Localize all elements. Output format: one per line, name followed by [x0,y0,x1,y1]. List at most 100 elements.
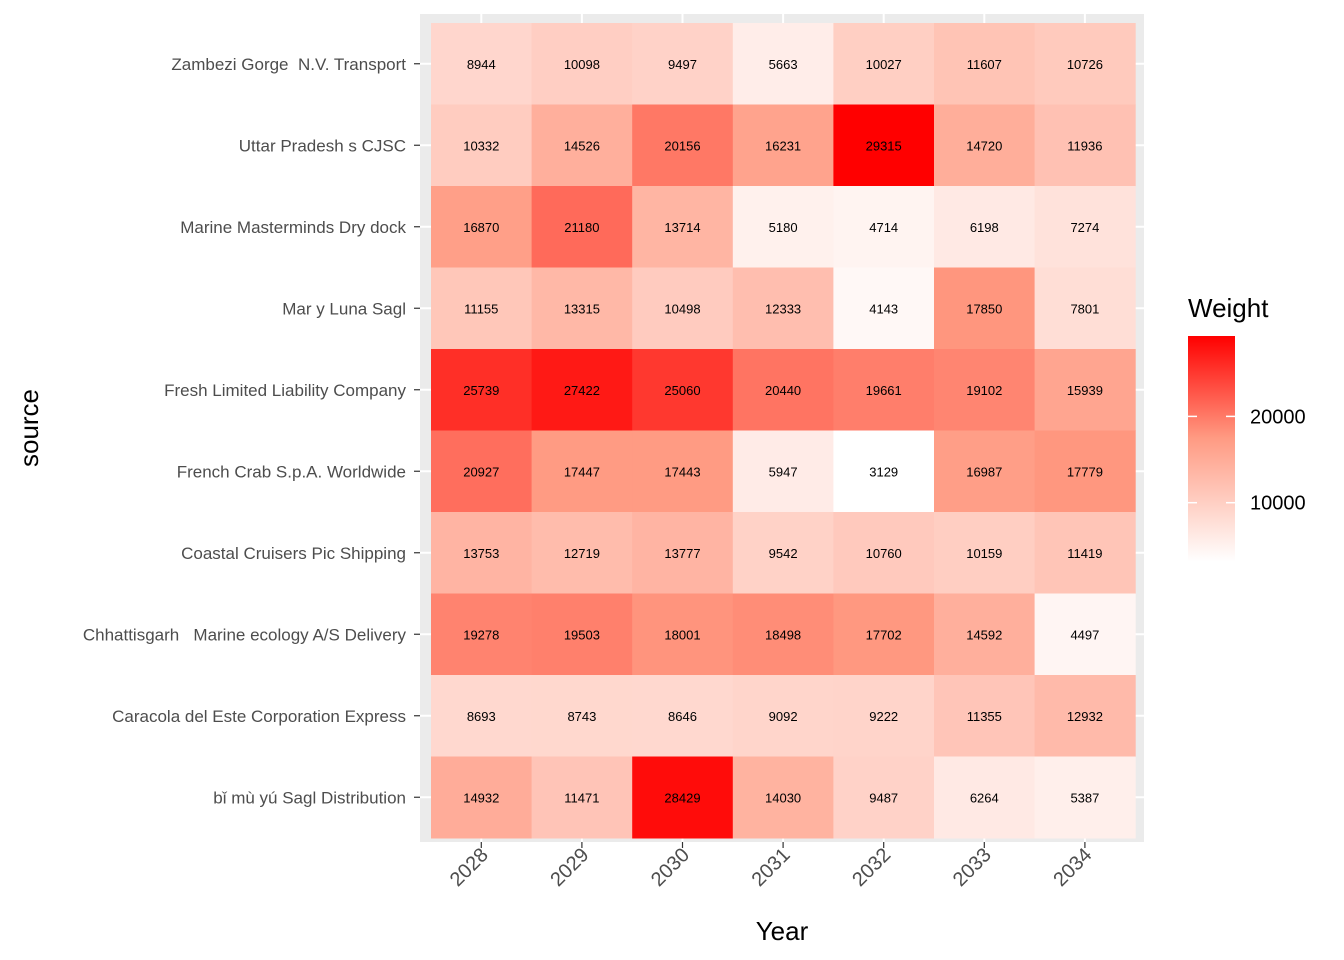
heatmap-cell [531,349,633,431]
cell-value-label: 13714 [664,220,700,235]
heatmap-cell [1034,756,1136,839]
legend-title: Weight [1188,293,1269,323]
cell-value-label: 17702 [866,627,902,642]
cell-value-label: 20156 [664,138,700,153]
heatmap-cell [632,675,734,757]
heatmap-cell [833,104,935,187]
heatmap-cell [632,430,734,513]
heatmap-cell [732,104,834,187]
heatmap-cell [934,23,1036,105]
y-tick-label: Uttar Pradesh s CJSC [239,136,406,155]
cell-value-label: 10726 [1067,57,1103,72]
cell-value-label: 11471 [564,790,599,805]
cell-value-labels: 8944 10098 9497 5663 10027 11607 10726 10332 145… [463,57,1103,806]
cell-value-label: 13777 [664,546,700,561]
heatmap-cell [833,186,935,268]
y-tick-label: French Crab S.p.A. Worldwide [177,462,406,481]
heatmap-cell [632,756,734,839]
legend-tick-label: 10000 [1250,493,1306,515]
heatmap-cell [1034,349,1136,431]
heatmap-cell [732,186,834,268]
x-tick-label: 2032 [848,844,895,891]
cell-value-label: 17779 [1067,464,1103,479]
heatmap-cell [934,756,1036,839]
heatmap-cell [531,430,633,513]
heatmap-cell [531,593,633,676]
cell-value-label: 20440 [765,383,801,398]
legend-ticks: 10000 20000 [1188,406,1306,515]
heatmap-cell [632,512,734,594]
y-tick-label: Caracola del Este Corporation Express [112,707,406,726]
cell-value-label: 25060 [664,383,700,398]
heatmap-cell [732,675,834,757]
heatmap-cell [531,512,633,594]
cell-value-label: 4497 [1070,627,1099,642]
cell-value-label: 9542 [769,546,798,561]
heatmap-cell [431,756,533,839]
cell-value-label: 21180 [564,220,599,235]
y-tick-label: Mar y Luna Sagl [282,299,406,318]
heatmap-cell [431,512,533,594]
heatmap-cell [531,23,633,105]
heatmap-cell [732,267,834,350]
cell-value-label: 28429 [664,790,700,805]
cell-value-label: 15939 [1067,383,1103,398]
heatmap-cell [1034,512,1136,594]
cell-value-label: 25739 [463,383,499,398]
heatmap-cell [632,186,734,268]
color-legend: Weight 10000 20000 [1188,293,1306,562]
heatmap-cell [934,593,1036,676]
cell-value-label: 20927 [463,464,499,479]
heatmap-cell [431,267,533,350]
cell-value-label: 7274 [1070,220,1099,235]
cell-value-label: 4714 [869,220,898,235]
cell-value-label: 10332 [463,138,499,153]
heatmap-cell [531,675,633,757]
heatmap-cell [431,23,533,105]
heatmap-cells [431,23,1136,839]
heatmap-cell [934,675,1036,757]
heatmap-cell [531,267,633,350]
heatmap-cell [531,104,633,187]
cell-value-label: 12333 [765,301,801,316]
cell-value-label: 10027 [866,57,902,72]
cell-value-label: 8646 [668,709,697,724]
heatmap-cell [833,349,935,431]
heatmap-cell [632,23,734,105]
heatmap-cell [934,104,1036,187]
y-tick-label: Fresh Limited Liability Company [164,381,406,400]
cell-value-label: 5947 [769,464,798,479]
cell-value-label: 14932 [463,790,499,805]
cell-value-label: 11936 [1067,138,1102,153]
heatmap-cell [833,756,935,839]
heatmap-cell [934,349,1036,431]
y-tick-label: Zambezi Gorge N.V. Transport [171,55,406,74]
cell-value-label: 3129 [869,464,898,479]
cell-value-label: 18001 [664,627,700,642]
heatmap-cell [732,756,834,839]
heatmap-cell [1034,186,1136,268]
y-tick-label: bǐ mù yú Sagl Distribution [213,788,406,807]
cell-value-label: 9497 [668,57,697,72]
heatmap-cell [934,186,1036,268]
cell-value-label: 14030 [765,790,801,805]
cell-value-label: 14526 [564,138,600,153]
heatmap-cell [1034,104,1136,187]
heatmap-cell [833,512,935,594]
cell-value-label: 12719 [564,546,600,561]
cell-value-label: 27422 [564,383,600,398]
cell-value-label: 8944 [467,57,496,72]
cell-value-label: 8743 [567,709,596,724]
legend-colorbar [1188,336,1235,562]
cell-value-label: 5663 [769,57,798,72]
cell-value-label: 17443 [664,464,700,479]
heatmap-cell [833,593,935,676]
cell-value-label: 17447 [564,464,600,479]
heatmap-cell [531,186,633,268]
heatmap-cell [732,512,834,594]
heatmap-cell [431,186,533,268]
cell-value-label: 11419 [1067,546,1102,561]
heatmap-cell [934,430,1036,513]
heatmap-cell [833,430,935,513]
